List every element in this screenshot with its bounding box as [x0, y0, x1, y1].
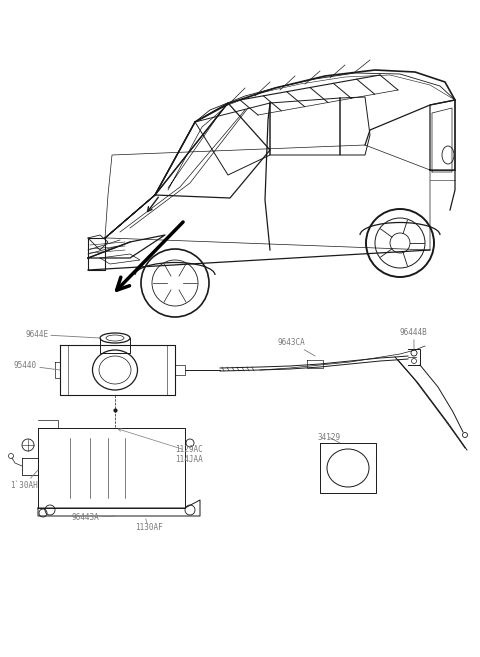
Text: 1130AF: 1130AF [135, 523, 163, 532]
Text: 9643CA: 9643CA [278, 338, 315, 356]
Text: 96443A: 96443A [72, 513, 115, 522]
Text: 1`30AH: 1`30AH [10, 470, 38, 490]
Text: 96444B: 96444B [400, 328, 428, 349]
Text: 95440: 95440 [14, 361, 60, 370]
Text: 9644E: 9644E [25, 330, 100, 339]
Text: 34129: 34129 [318, 433, 341, 443]
Text: 1129AC: 1129AC [175, 445, 203, 454]
Text: 114JAA: 114JAA [175, 455, 203, 464]
